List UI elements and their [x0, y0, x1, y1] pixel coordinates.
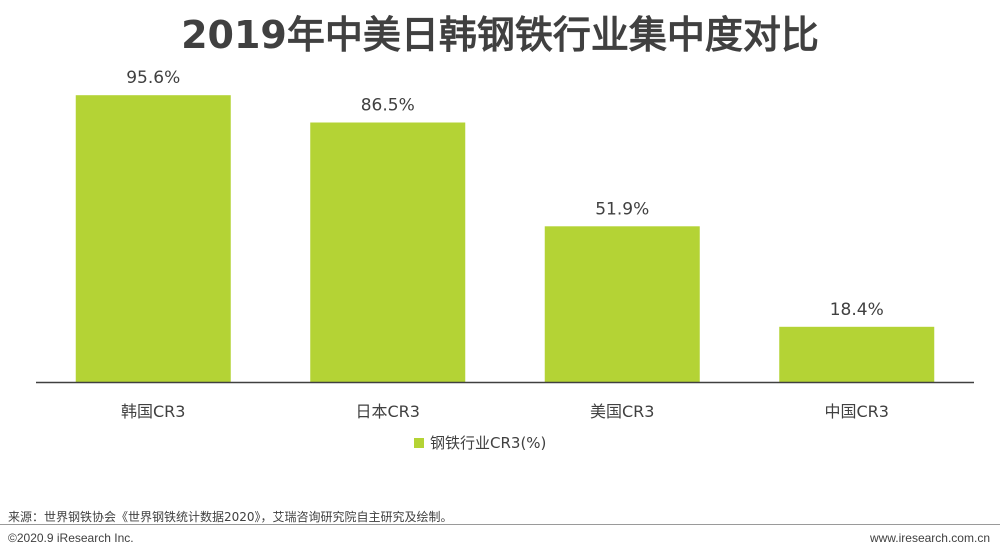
bar-chart: 95.6% 韩国CR3 86.5% 日本CR3 51.9% 美国CR3 18.4% 中国CR3 — [36, 68, 974, 421]
x-tick-label: 韩国CR3 — [121, 402, 185, 421]
bar-4 — [779, 326, 935, 382]
data-label: 18.4% — [830, 300, 884, 320]
data-label: 86.5% — [361, 96, 415, 116]
data-label: 95.6% — [126, 68, 180, 88]
data-label: 51.9% — [595, 199, 649, 219]
x-tick-label: 美国CR3 — [590, 402, 654, 421]
x-tick-label: 中国CR3 — [825, 402, 889, 421]
bar-3 — [544, 226, 700, 382]
chart-title: 2019年中美日韩钢铁行业集中度对比 — [181, 13, 819, 57]
legend: 钢铁行业CR3(%) — [414, 432, 546, 453]
copyright: ©2020.9 iResearch Inc. — [8, 531, 134, 545]
bar-2 — [310, 122, 466, 382]
source-note: 来源：世界钢铁协会《世界钢铁统计数据2020》，艾瑞咨询研究院自主研究及绘制。 — [8, 510, 453, 524]
website-link[interactable]: www.iresearch.com.cn — [869, 531, 990, 545]
legend-label: 钢铁行业CR3(%) — [430, 434, 547, 452]
bar-1 — [75, 95, 231, 382]
legend-swatch — [414, 437, 424, 448]
footer-divider — [0, 524, 1000, 525]
x-tick-label: 日本CR3 — [356, 402, 420, 421]
